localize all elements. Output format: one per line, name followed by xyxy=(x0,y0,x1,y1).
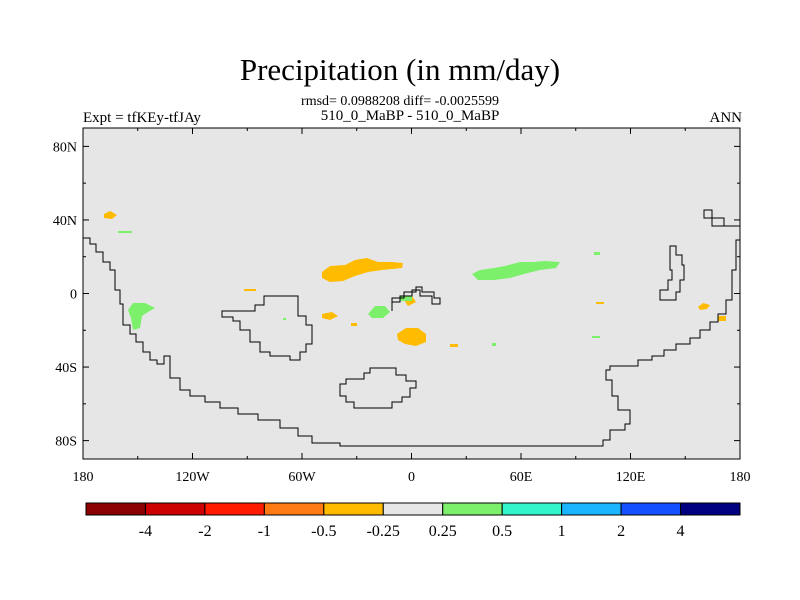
field-speck xyxy=(594,252,600,255)
colorbar-swatch xyxy=(680,502,741,516)
colorbar-swatch xyxy=(382,502,444,516)
stats-block: rmsd= 0.0988208 diff= -0.0025599 510_0_M… xyxy=(0,94,800,124)
chart-subtitle: 510_0_MaBP - 510_0_MaBP xyxy=(320,108,500,124)
coastlines xyxy=(83,209,740,447)
field-speck xyxy=(492,343,496,346)
colorbar-swatch xyxy=(501,502,563,516)
colorbar-swatch xyxy=(561,502,622,516)
x-tick-label: 60E xyxy=(510,470,533,485)
field-speck xyxy=(118,231,132,233)
y-tick-label: 80N xyxy=(53,140,77,155)
coastline-south-island xyxy=(339,367,417,409)
season-label: ANN xyxy=(709,110,743,126)
y-tick-label: 0 xyxy=(70,288,77,303)
colorbar-label: -0.25 xyxy=(367,523,400,540)
west-pacific-dry xyxy=(698,303,710,310)
experiment-label: Expt = tfKEy-tfJAy xyxy=(83,110,201,126)
y-tick-label: 80S xyxy=(55,435,77,450)
field-speck xyxy=(400,296,412,301)
colorbar-label: -1 xyxy=(258,523,271,540)
coastline-africa-north xyxy=(391,286,441,311)
x-tick-label: 120E xyxy=(616,470,646,485)
y-tick-label: 40N xyxy=(53,214,77,229)
colorbar-label: 0.5 xyxy=(492,523,512,540)
colorbar: -4 -2 -1 -0.5 -0.25 0.25 0.5 1 2 4 xyxy=(85,502,741,540)
x-tick-label: 60W xyxy=(288,470,316,485)
field-speck xyxy=(450,344,458,347)
chart-title: Precipitation (in mm/day) xyxy=(239,52,561,87)
coastline-pacific-island xyxy=(659,245,685,301)
colorbar-swatch xyxy=(204,502,265,516)
north-pacific-dry xyxy=(104,211,117,219)
coastline-west xyxy=(83,237,740,447)
colorbar-swatch xyxy=(620,502,682,516)
field-speck xyxy=(283,318,286,320)
colorbar-label: 1 xyxy=(558,523,566,540)
colorbar-label: -4 xyxy=(139,523,152,540)
colorbar-label: 0.25 xyxy=(429,523,457,540)
colorbar-label: -0.5 xyxy=(311,523,336,540)
coastline-ne xyxy=(703,209,740,227)
axis-ticks: 180 120W 60W 0 60E 120E 180 80N 40N 0 40S 80S xyxy=(53,128,751,485)
central-america-dry xyxy=(322,258,403,282)
colorbar-swatch xyxy=(263,502,325,516)
south-atlantic-dry xyxy=(397,328,426,346)
x-tick-label: 0 xyxy=(408,470,415,485)
field-speck xyxy=(718,316,726,321)
anomaly-fields xyxy=(104,211,726,347)
colorbar-label: -2 xyxy=(198,523,211,540)
north-indian-wet xyxy=(472,261,560,280)
field-speck xyxy=(351,323,357,326)
field-speck xyxy=(592,336,600,338)
x-tick-label: 180 xyxy=(730,470,751,485)
stats-text: rmsd= 0.0988208 diff= -0.0025599 xyxy=(301,94,499,109)
x-tick-label: 180 xyxy=(73,470,94,485)
field-speck xyxy=(596,302,604,304)
x-tick-label: 120W xyxy=(175,470,210,485)
colorbar-swatch xyxy=(85,502,146,516)
colorbar-swatch xyxy=(323,502,384,516)
y-tick-label: 40S xyxy=(55,361,77,376)
coastline-americas-east xyxy=(221,295,313,361)
east-pacific-wet xyxy=(128,303,155,330)
colorbar-swatch xyxy=(144,502,206,516)
colorbar-swatch xyxy=(442,502,503,516)
field-speck xyxy=(244,289,256,291)
equatorial-atlantic-dry xyxy=(322,312,338,320)
west-africa-wet xyxy=(368,306,390,318)
colorbar-label: 2 xyxy=(617,523,625,540)
colorbar-label: 4 xyxy=(677,523,685,540)
